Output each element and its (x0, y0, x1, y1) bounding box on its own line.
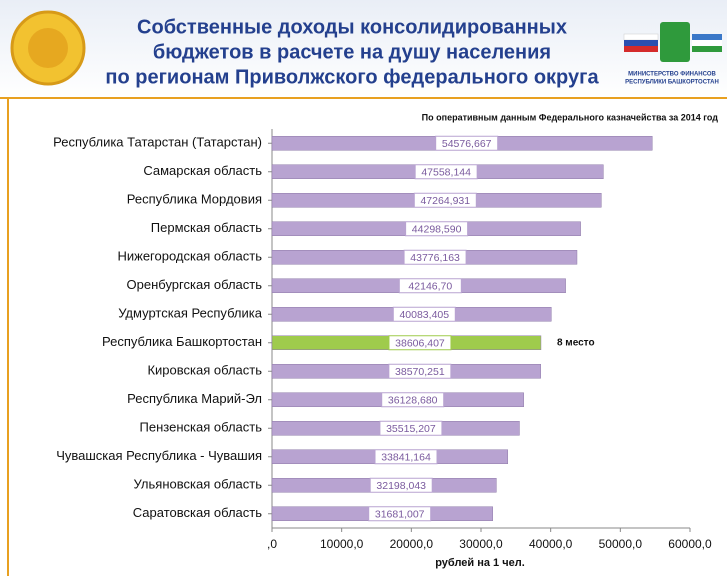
subtitle: По оперативным данным Федерального казна… (422, 112, 719, 122)
value-label: 31681,007 (375, 509, 425, 521)
value-label-bg (388, 363, 452, 379)
value-label-bg (368, 506, 432, 522)
ministry-text: РЕСПУБЛИКИ БАШКОРТОСТАН (625, 80, 719, 86)
value-label-bg (435, 135, 499, 151)
ministry-emblem (660, 22, 690, 62)
x-tick-label: 60000,0 (668, 537, 712, 551)
value-label-bg (392, 306, 456, 322)
chart-title: по регионам Приволжского федерального ок… (105, 66, 599, 88)
ministry-text: МИНИСТЕРСТВО ФИНАНСОВ (628, 72, 716, 78)
value-label-bg (414, 164, 478, 180)
y-tick-label: Пермская область (151, 220, 262, 235)
value-label-bg (379, 420, 443, 436)
value-label-bg (374, 449, 438, 465)
chart-title: Собственные доходы консолидированных (137, 16, 567, 38)
y-tick-label: Кировская область (147, 363, 262, 378)
y-tick-label: Республика Башкортостан (102, 334, 262, 349)
chart-title: бюджетов в расчете на душу населения (153, 41, 551, 63)
x-tick-label: 10000,0 (320, 537, 364, 551)
value-label: 42146,70 (408, 281, 452, 293)
x-tick-label: 20000,0 (390, 537, 434, 551)
value-label: 38570,251 (395, 366, 445, 378)
y-tick-label: Оренбургская область (127, 277, 263, 292)
x-tick-label: ,0 (267, 537, 277, 551)
value-label: 38606,407 (395, 338, 445, 350)
y-tick-label: Ульяновская область (134, 477, 263, 492)
value-label: 44298,590 (412, 224, 462, 236)
emblem-inner (28, 28, 68, 68)
y-tick-label: Республика Марий-Эл (127, 391, 262, 406)
header-bg (0, 0, 727, 98)
y-tick-label: Саратовская область (133, 505, 262, 520)
value-label: 43776,163 (410, 252, 460, 264)
flag (623, 33, 659, 41)
flag (624, 40, 658, 46)
value-label-bg (388, 335, 452, 351)
value-label-bg (413, 192, 477, 208)
y-tick-label: Пензенская область (140, 420, 263, 435)
value-label: 32198,043 (376, 480, 426, 492)
x-tick-label: 40000,0 (529, 537, 573, 551)
value-label: 33841,164 (381, 452, 431, 464)
flag (692, 40, 722, 46)
y-tick-label: Республика Мордовия (127, 192, 262, 207)
y-tick-label: Республика Татарстан (Татарстан) (53, 135, 262, 150)
flag (692, 34, 722, 40)
flag (624, 46, 658, 52)
x-tick-label: 50000,0 (599, 537, 643, 551)
value-label: 47558,144 (421, 167, 471, 179)
value-label-bg (381, 392, 445, 408)
annotation: 8 место (557, 337, 595, 348)
value-label: 36128,680 (388, 395, 438, 407)
value-label: 54576,667 (442, 138, 492, 150)
value-label-bg (405, 221, 469, 237)
value-label: 40083,405 (399, 309, 449, 321)
flag (692, 46, 722, 52)
y-tick-label: Самарская область (143, 163, 262, 178)
value-label-bg (369, 477, 433, 493)
y-tick-label: Нижегородская область (117, 249, 262, 264)
value-label-bg (398, 278, 462, 294)
value-label: 47264,931 (420, 195, 470, 207)
value-label-bg (403, 249, 467, 265)
y-tick-label: Удмуртская Республика (118, 306, 263, 321)
value-label: 35515,207 (386, 423, 436, 435)
x-axis-label: рублей на 1 чел. (435, 557, 525, 569)
y-tick-label: Чувашская Республика - Чувашия (56, 448, 262, 463)
x-tick-label: 30000,0 (459, 537, 503, 551)
